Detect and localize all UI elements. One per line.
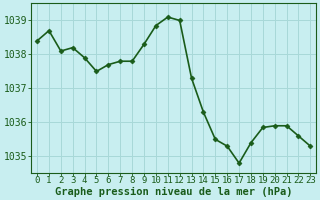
- X-axis label: Graphe pression niveau de la mer (hPa): Graphe pression niveau de la mer (hPa): [55, 186, 292, 197]
